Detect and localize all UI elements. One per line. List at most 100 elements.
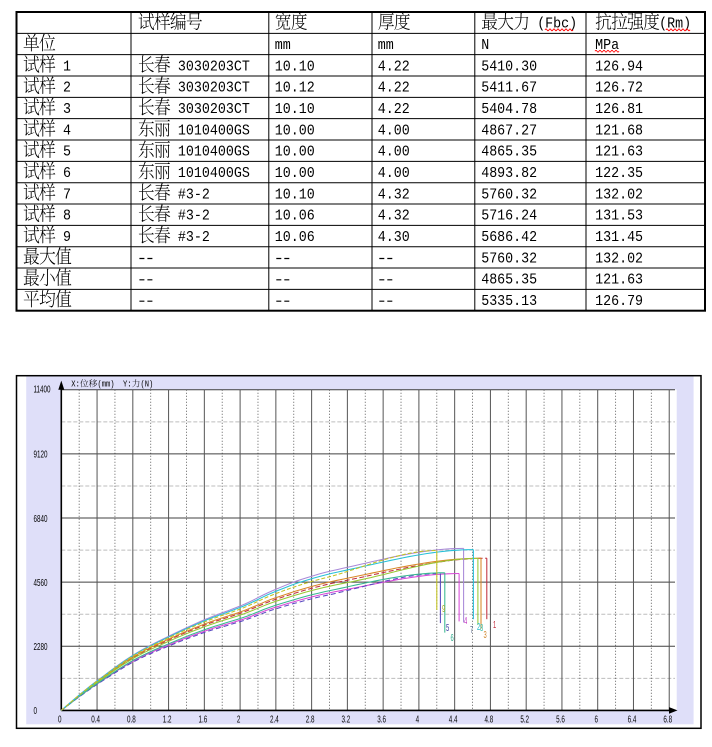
svg-text:3: 3 [484, 628, 487, 640]
svg-text:5760.32: 5760.32 [481, 187, 537, 204]
svg-text:2.4: 2.4 [270, 713, 279, 725]
svg-text:5404.78: 5404.78 [481, 101, 537, 118]
svg-text:5410.30: 5410.30 [481, 59, 537, 76]
svg-text:(Rm): (Rm) [659, 16, 691, 33]
svg-text:121.63: 121.63 [595, 272, 643, 289]
svg-text:121.68: 121.68 [595, 123, 643, 140]
svg-text:4.00: 4.00 [378, 123, 410, 140]
svg-text:10.06: 10.06 [275, 230, 315, 247]
svg-text:4.22: 4.22 [378, 59, 410, 76]
svg-text:X:: X: [71, 379, 80, 390]
svg-text:10.10: 10.10 [275, 187, 315, 204]
svg-text:3030203CT: 3030203CT [170, 59, 250, 76]
svg-text:132.02: 132.02 [595, 251, 643, 268]
svg-text:5335.13: 5335.13 [481, 294, 537, 311]
svg-text:126.79: 126.79 [595, 294, 643, 311]
svg-text:2.8: 2.8 [306, 713, 315, 725]
svg-text:9: 9 [442, 602, 445, 614]
svg-text:4: 4 [55, 123, 71, 140]
svg-text:7: 7 [55, 187, 71, 204]
svg-text:10.10: 10.10 [275, 101, 315, 118]
svg-text:2280: 2280 [34, 640, 48, 652]
svg-text:3030203CT: 3030203CT [170, 80, 250, 97]
svg-text:121.63: 121.63 [595, 144, 643, 161]
svg-text:6.8: 6.8 [663, 713, 672, 725]
svg-text:4.00: 4.00 [378, 165, 410, 182]
svg-text:#3-2: #3-2 [170, 208, 210, 225]
svg-text:132.02: 132.02 [595, 187, 643, 204]
svg-text:4867.27: 4867.27 [481, 123, 537, 140]
svg-text:1: 1 [55, 59, 71, 76]
svg-text:5: 5 [55, 144, 71, 161]
svg-text:2: 2 [237, 713, 241, 725]
svg-text:4.22: 4.22 [378, 80, 410, 97]
svg-text:11400: 11400 [34, 383, 51, 395]
svg-text:4.22: 4.22 [378, 101, 410, 118]
svg-text:#3-2: #3-2 [170, 230, 210, 247]
svg-text:0.4: 0.4 [91, 713, 100, 725]
svg-text:10.12: 10.12 [275, 80, 315, 97]
svg-text:2: 2 [55, 80, 71, 97]
svg-text:1: 1 [493, 618, 496, 630]
svg-text:5716.24: 5716.24 [481, 208, 537, 225]
svg-text:1.6: 1.6 [198, 713, 207, 725]
svg-text:10.00: 10.00 [275, 165, 315, 182]
svg-text:1010400GS: 1010400GS [170, 123, 250, 140]
svg-text:6: 6 [451, 631, 454, 643]
svg-text:0.8: 0.8 [127, 713, 136, 725]
svg-text:131.45: 131.45 [595, 230, 643, 247]
svg-text:3: 3 [55, 101, 71, 118]
svg-text:4865.35: 4865.35 [481, 272, 537, 289]
svg-text:5.2: 5.2 [520, 713, 529, 725]
svg-text:8: 8 [480, 621, 483, 633]
svg-text:(Fbc): (Fbc) [529, 16, 577, 33]
svg-text:8: 8 [55, 208, 71, 225]
svg-text:4560: 4560 [34, 576, 48, 588]
svg-text:4865.35: 4865.35 [481, 144, 537, 161]
svg-text:4.00: 4.00 [378, 144, 410, 161]
svg-text:#3-2: #3-2 [170, 187, 210, 204]
svg-text:122.35: 122.35 [595, 165, 643, 182]
svg-text:3.2: 3.2 [342, 713, 351, 725]
svg-text:mm: mm [275, 37, 291, 54]
svg-text:5: 5 [446, 621, 449, 633]
svg-text:5.6: 5.6 [556, 713, 565, 725]
svg-text:(N): (N) [140, 379, 153, 390]
svg-text:5411.67: 5411.67 [481, 80, 537, 97]
svg-text:6: 6 [55, 165, 71, 182]
svg-text:10.00: 10.00 [275, 144, 315, 161]
svg-text:5760.32: 5760.32 [481, 251, 537, 268]
svg-text:4.8: 4.8 [485, 713, 494, 725]
svg-text:10.00: 10.00 [275, 123, 315, 140]
svg-text:0: 0 [34, 704, 38, 716]
svg-text:126.81: 126.81 [595, 101, 643, 118]
svg-text:MPa: MPa [595, 37, 619, 54]
svg-text:9: 9 [55, 230, 71, 247]
svg-text:5686.42: 5686.42 [481, 230, 537, 247]
svg-text:1010400GS: 1010400GS [170, 165, 250, 182]
svg-text:1010400GS: 1010400GS [170, 144, 250, 161]
svg-text:6: 6 [594, 713, 598, 725]
svg-text:10.06: 10.06 [275, 208, 315, 225]
svg-text:3.6: 3.6 [377, 713, 386, 725]
svg-text:0: 0 [58, 713, 62, 725]
svg-text:126.72: 126.72 [595, 80, 643, 97]
svg-text:(mm) Y:: (mm) Y: [97, 379, 131, 390]
svg-text:2: 2 [477, 620, 480, 632]
svg-text:mm: mm [378, 37, 394, 54]
svg-text:3030203CT: 3030203CT [170, 101, 250, 118]
svg-text:9120: 9120 [34, 448, 48, 460]
svg-text:131.53: 131.53 [595, 208, 643, 225]
svg-text:10.10: 10.10 [275, 59, 315, 76]
svg-text:7: 7 [470, 623, 473, 635]
svg-text:4: 4 [464, 614, 467, 626]
svg-text:6840: 6840 [34, 512, 48, 524]
svg-text:4.32: 4.32 [378, 187, 410, 204]
svg-text:126.94: 126.94 [595, 59, 643, 76]
svg-text:4893.82: 4893.82 [481, 165, 537, 182]
svg-text:4.4: 4.4 [449, 713, 458, 725]
svg-text:4.32: 4.32 [378, 208, 410, 225]
svg-text:1.2: 1.2 [163, 713, 172, 725]
svg-text:4: 4 [416, 713, 420, 725]
svg-text:4.30: 4.30 [378, 230, 410, 247]
